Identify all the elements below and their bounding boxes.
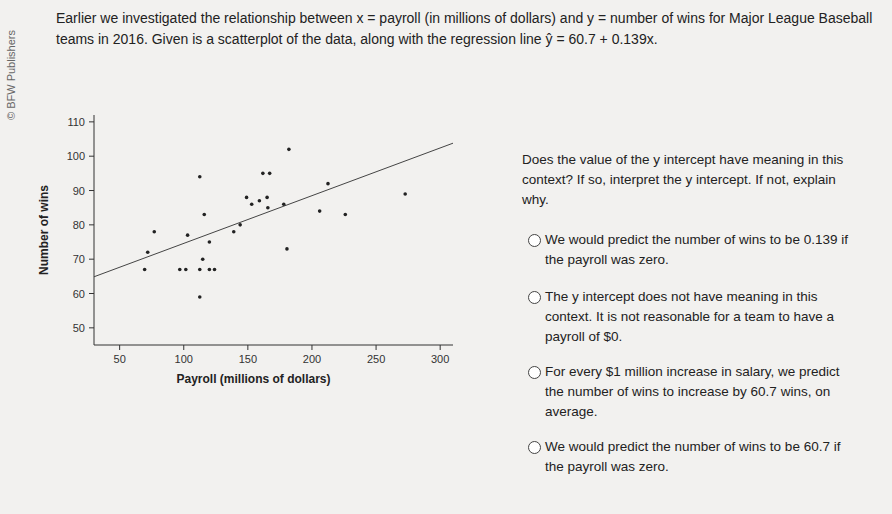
y-tick-label: 70 xyxy=(73,253,85,265)
x-tick xyxy=(119,345,120,350)
option-text: We would predict the number of wins to b… xyxy=(545,437,860,477)
x-tick-label: 200 xyxy=(303,353,321,365)
y-axis-label: Number of wins xyxy=(37,185,51,275)
x-axis xyxy=(94,345,453,346)
data-point xyxy=(198,175,202,179)
intro-text: Earlier we investigated the relationship… xyxy=(56,8,886,50)
radio-button[interactable] xyxy=(528,441,541,454)
x-tick xyxy=(440,345,441,350)
x-axis-label: Payroll (millions of dollars) xyxy=(176,372,330,386)
x-tick-label: 300 xyxy=(431,353,449,365)
y-tick xyxy=(89,190,94,191)
data-point xyxy=(152,230,156,234)
data-point xyxy=(202,213,206,217)
data-point xyxy=(146,251,150,255)
data-point xyxy=(143,268,147,272)
data-point xyxy=(261,172,265,176)
data-point xyxy=(344,213,348,217)
radio-button[interactable] xyxy=(528,366,541,379)
data-point xyxy=(268,172,272,176)
data-point xyxy=(208,268,212,272)
data-point xyxy=(208,240,212,244)
y-tick-label: 110 xyxy=(67,116,85,128)
y-tick-label: 60 xyxy=(73,288,85,300)
data-point xyxy=(326,182,330,186)
watermark: © BFW Publishers xyxy=(2,30,20,120)
data-point xyxy=(198,268,202,272)
data-point xyxy=(238,223,242,227)
x-tick xyxy=(183,345,184,350)
data-point xyxy=(265,196,269,200)
data-point xyxy=(198,295,202,299)
option-text: The y intercept does not have meaning in… xyxy=(545,287,860,347)
y-tick xyxy=(89,293,94,294)
data-point xyxy=(287,148,291,152)
chart: 50 60 70 80 90 100 110 50 100 150 200 250 300 Payroll… xyxy=(0,0,892,514)
data-point xyxy=(186,233,190,237)
radio-button[interactable] xyxy=(528,291,541,304)
x-tick-label: 100 xyxy=(175,353,193,365)
regression-line xyxy=(94,143,453,277)
option-text: We would predict the number of wins to b… xyxy=(545,230,860,270)
data-point xyxy=(318,209,322,213)
data-point xyxy=(213,268,217,272)
y-tick-label: 90 xyxy=(73,185,85,197)
x-tick-label: 150 xyxy=(239,353,257,365)
plot-area xyxy=(94,143,453,299)
data-point xyxy=(250,202,254,206)
data-point xyxy=(285,247,289,251)
data-point xyxy=(403,192,407,196)
data-point xyxy=(282,202,286,206)
data-point xyxy=(201,257,205,261)
data-point xyxy=(232,230,236,234)
x-tick xyxy=(311,345,312,350)
x-tick xyxy=(376,345,377,350)
option-text: For every $1 million increase in salary,… xyxy=(545,362,860,422)
radio-button[interactable] xyxy=(528,234,541,247)
y-tick xyxy=(89,259,94,260)
x-tick-label: 50 xyxy=(114,353,126,365)
y-tick xyxy=(89,327,94,328)
y-axis xyxy=(94,115,95,345)
y-tick xyxy=(89,156,94,157)
x-tick-label: 250 xyxy=(367,353,385,365)
y-tick xyxy=(89,224,94,225)
y-tick-label: 80 xyxy=(73,219,85,231)
data-point xyxy=(245,196,249,200)
question-text: Does the value of the y intercept have m… xyxy=(522,150,852,210)
y-tick-label: 50 xyxy=(73,322,85,334)
data-point xyxy=(266,206,270,210)
y-tick-label: 100 xyxy=(67,150,85,162)
y-tick xyxy=(89,121,94,122)
data-point xyxy=(258,199,262,203)
data-point xyxy=(178,268,182,272)
data-point xyxy=(184,268,188,272)
x-tick xyxy=(247,345,248,350)
